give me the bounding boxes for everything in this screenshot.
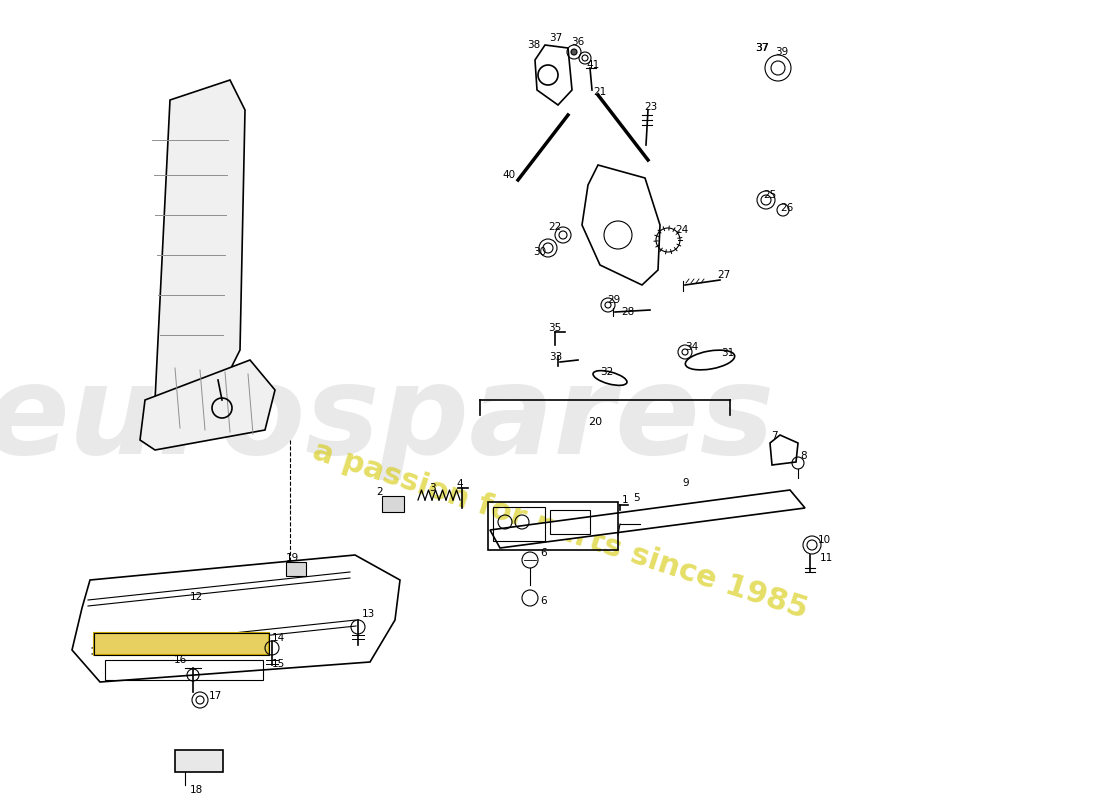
Text: 33: 33 xyxy=(549,352,562,362)
Bar xyxy=(104,660,263,680)
Text: 11: 11 xyxy=(820,553,833,563)
Text: 37: 37 xyxy=(756,43,769,53)
Text: 32: 32 xyxy=(601,367,614,377)
Text: 25: 25 xyxy=(763,190,777,200)
Text: 40: 40 xyxy=(503,170,516,180)
Text: 14: 14 xyxy=(272,633,285,643)
Text: 12: 12 xyxy=(189,592,202,602)
Bar xyxy=(493,507,544,541)
Text: 29: 29 xyxy=(607,295,620,305)
Text: 18: 18 xyxy=(189,785,202,795)
Text: 26: 26 xyxy=(780,203,793,213)
Text: 35: 35 xyxy=(549,323,562,333)
Ellipse shape xyxy=(593,370,627,386)
Text: 17: 17 xyxy=(208,691,221,701)
Text: 28: 28 xyxy=(621,307,635,317)
Polygon shape xyxy=(72,555,400,682)
Text: 20: 20 xyxy=(587,417,602,427)
Text: 4: 4 xyxy=(456,479,463,489)
Text: 6: 6 xyxy=(541,548,548,558)
Text: 7: 7 xyxy=(771,431,778,441)
Text: 15: 15 xyxy=(272,659,285,669)
Bar xyxy=(94,633,270,655)
Bar xyxy=(382,496,404,512)
Text: 21: 21 xyxy=(593,87,606,97)
Text: 19: 19 xyxy=(285,553,298,563)
Text: 2: 2 xyxy=(376,487,383,497)
Text: 27: 27 xyxy=(717,270,730,280)
Ellipse shape xyxy=(685,350,735,370)
Text: 16: 16 xyxy=(174,655,187,665)
Polygon shape xyxy=(770,435,798,465)
Text: 1: 1 xyxy=(621,495,628,505)
Text: eurospares: eurospares xyxy=(0,359,776,481)
Bar xyxy=(94,633,270,655)
Text: 41: 41 xyxy=(586,60,600,70)
Text: 39: 39 xyxy=(776,47,789,57)
Text: 30: 30 xyxy=(534,247,547,257)
Text: 38: 38 xyxy=(527,40,540,50)
Text: 13: 13 xyxy=(362,609,375,619)
Text: 37: 37 xyxy=(755,43,769,53)
Polygon shape xyxy=(145,80,245,410)
Text: 8: 8 xyxy=(801,451,807,461)
Text: 37: 37 xyxy=(549,33,562,43)
Bar xyxy=(488,502,618,550)
Polygon shape xyxy=(535,45,572,105)
Text: 24: 24 xyxy=(675,225,689,235)
Text: 5: 5 xyxy=(634,493,640,503)
Text: 6: 6 xyxy=(541,596,548,606)
Bar xyxy=(286,562,306,576)
Circle shape xyxy=(571,49,578,55)
Text: 31: 31 xyxy=(722,348,735,358)
Text: 10: 10 xyxy=(817,535,830,545)
Text: 34: 34 xyxy=(685,342,698,352)
Bar xyxy=(550,510,590,534)
Polygon shape xyxy=(490,490,805,548)
Polygon shape xyxy=(140,360,275,450)
Text: 9: 9 xyxy=(683,478,690,488)
Text: 23: 23 xyxy=(645,102,658,112)
Bar xyxy=(175,750,223,772)
Text: 36: 36 xyxy=(571,37,584,47)
Text: 3: 3 xyxy=(429,483,436,493)
Text: 22: 22 xyxy=(549,222,562,232)
Text: a passion for parts since 1985: a passion for parts since 1985 xyxy=(309,436,811,624)
Polygon shape xyxy=(582,165,660,285)
